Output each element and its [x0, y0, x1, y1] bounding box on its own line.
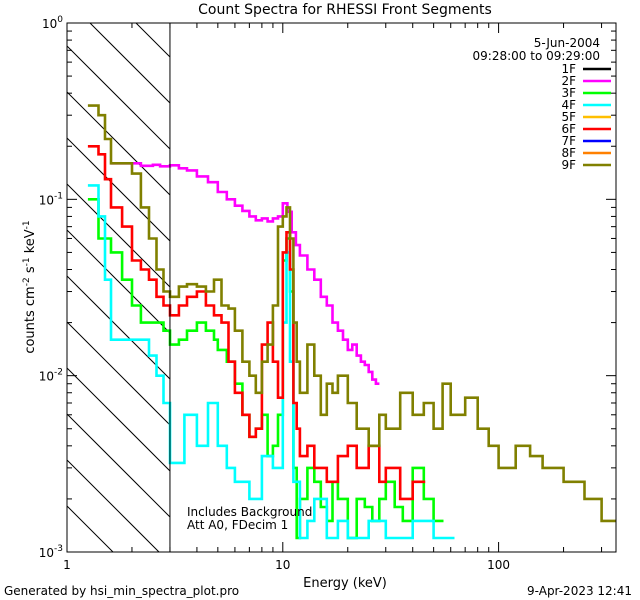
x-tick-label: 1 [63, 558, 71, 572]
hatch-line [66, 45, 171, 150]
annotation-attenuator: Att A0, FDecim 1 [187, 518, 288, 532]
hatch-line [89, 22, 171, 104]
y-tick-label: 10-2 [39, 368, 63, 384]
y-tick-label: 10-3 [39, 544, 63, 560]
hatch-line [66, 413, 171, 518]
annotation-background: Includes Background [187, 505, 312, 519]
hatch-line [66, 321, 171, 426]
hatch-line [66, 367, 171, 472]
hatch-line [66, 275, 171, 380]
legend-label-2F: 2F [561, 74, 576, 88]
y-tick-label: 10-1 [39, 191, 63, 207]
hatch-region [66, 22, 171, 553]
legend-label-9F: 9F [561, 158, 576, 172]
legend-label-3F: 3F [561, 86, 576, 100]
time-range-label: 09:28:00 to 09:29:00 [473, 49, 600, 63]
hatch-line [66, 229, 171, 334]
hatch-line [135, 22, 171, 58]
legend-label-4F: 4F [561, 98, 576, 112]
hatch-line [66, 459, 160, 553]
hatch-line [66, 505, 114, 553]
legend-label-8F: 8F [561, 146, 576, 160]
series-3F [87, 198, 444, 540]
series-layer [87, 104, 616, 540]
legend-label-5F: 5F [561, 110, 576, 124]
series-6F [87, 145, 426, 501]
y-axis: 10-3 10-2 10-1 100 [39, 15, 616, 560]
hatch-line [66, 91, 171, 196]
legend-label-1F: 1F [561, 62, 576, 76]
y-tick-label: 100 [42, 15, 63, 31]
x-axis: 1 10 100 [63, 23, 603, 572]
y-axis-label: counts cm-2 s-1 keV-1 [22, 220, 38, 353]
series-9F [87, 104, 616, 523]
x-tick-label: 100 [487, 558, 510, 572]
legend-label-7F: 7F [561, 134, 576, 148]
date-label: 5-Jun-2004 [534, 36, 600, 50]
x-tick-label: 10 [275, 558, 290, 572]
series-4F [87, 184, 455, 540]
chart-title: Count Spectra for RHESSI Front Segments [198, 2, 492, 18]
x-axis-label: Energy (keV) [303, 576, 387, 591]
footer-timestamp: 9-Apr-2023 12:41 [527, 584, 632, 598]
hatch-line [66, 183, 171, 288]
footer-generated-by: Generated by hsi_min_spectra_plot.pro [4, 584, 239, 598]
plot-frame [66, 22, 617, 553]
hatch-line [66, 137, 171, 242]
legend-label-6F: 6F [561, 122, 576, 136]
series-2F [111, 162, 380, 385]
